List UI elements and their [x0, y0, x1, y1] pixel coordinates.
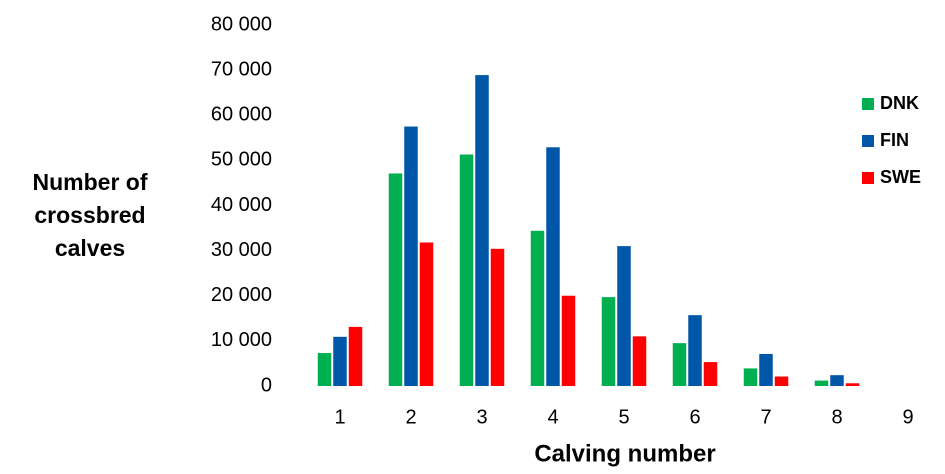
x-tick-label: 4: [547, 406, 558, 428]
y-tick-label: 30 000: [211, 239, 272, 261]
bar: [846, 383, 860, 386]
bar: [688, 315, 702, 386]
page: {"chart_data": {"type": "bar", "ylabel":…: [0, 0, 945, 474]
bar: [531, 231, 545, 386]
x-tick-label: 9: [902, 406, 913, 428]
bar: [318, 353, 332, 386]
bar: [815, 381, 829, 386]
x-tick-label: 5: [618, 406, 629, 428]
bar: [349, 327, 363, 386]
y-axis-title: calves: [55, 235, 125, 261]
y-tick-label: 10 000: [211, 329, 272, 351]
legend-swatch: [862, 135, 874, 147]
bar: [633, 336, 647, 386]
bar: [617, 246, 631, 386]
x-tick-label: 2: [405, 406, 416, 428]
y-tick-label: 80 000: [211, 13, 272, 35]
bar: [775, 377, 789, 386]
bar: [546, 147, 560, 386]
bar: [333, 337, 347, 386]
bar: [759, 354, 773, 386]
bar: [420, 243, 434, 386]
bar: [491, 249, 505, 386]
bar: [602, 297, 616, 386]
y-axis-title: crossbred: [34, 202, 145, 228]
x-tick-label: 8: [831, 406, 842, 428]
legend-swatch: [862, 172, 874, 184]
x-axis-title: Calving number: [534, 440, 715, 467]
legend-swatch: [862, 98, 874, 110]
y-tick-label: 50 000: [211, 149, 272, 171]
y-tick-label: 0: [261, 374, 272, 396]
y-tick-label: 70 000: [211, 58, 272, 80]
legend-label: DNK: [880, 93, 919, 113]
y-axis-title: Number of: [33, 169, 148, 195]
y-tick-label: 20 000: [211, 284, 272, 306]
bar: [562, 296, 576, 386]
bar: [704, 362, 718, 386]
bar: [404, 127, 418, 386]
bar: [673, 343, 687, 386]
bar: [389, 173, 403, 386]
bar: [475, 75, 489, 386]
bar: [830, 375, 844, 386]
x-tick-label: 7: [760, 406, 771, 428]
y-tick-label: 40 000: [211, 194, 272, 216]
bar: [460, 155, 474, 386]
chart: Number of crossbred calves Calving numbe…: [0, 0, 945, 474]
x-tick-label: 6: [689, 406, 700, 428]
x-tick-label: 1: [334, 406, 345, 428]
legend-label: FIN: [880, 130, 909, 150]
bar: [744, 368, 758, 386]
x-tick-label: 3: [476, 406, 487, 428]
legend-label: SWE: [880, 167, 921, 187]
y-tick-label: 60 000: [211, 104, 272, 126]
